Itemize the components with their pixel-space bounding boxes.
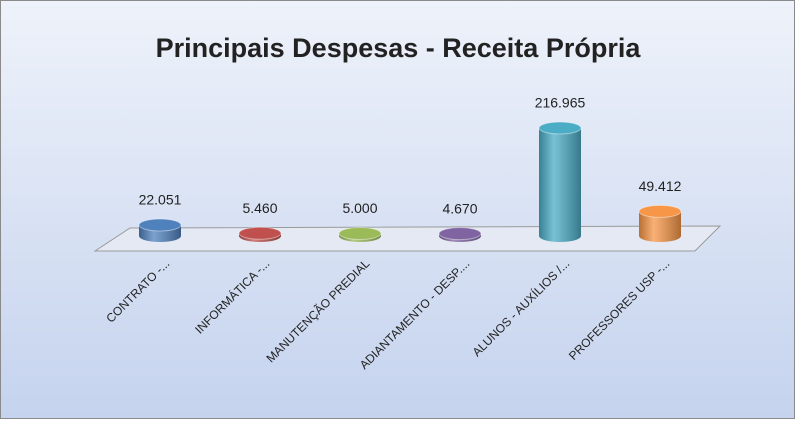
bar-shade bbox=[539, 128, 581, 242]
data-label: 5.000 bbox=[342, 200, 377, 216]
data-label: 49.412 bbox=[639, 178, 682, 194]
bar-shade bbox=[139, 225, 181, 242]
bar-top bbox=[138, 218, 182, 232]
data-label: 5.460 bbox=[242, 200, 277, 216]
bar-shade bbox=[239, 233, 281, 242]
bar-top bbox=[238, 226, 282, 240]
floor bbox=[93, 225, 722, 252]
bar-shade bbox=[339, 233, 381, 242]
bar-shade bbox=[639, 211, 681, 242]
data-label: 22.051 bbox=[139, 192, 182, 208]
bar-top bbox=[538, 121, 582, 135]
data-label: 216.965 bbox=[535, 95, 586, 111]
chart-title: Principais Despesas - Receita Própria bbox=[156, 33, 642, 63]
data-label: 4.670 bbox=[442, 200, 477, 216]
bar-top bbox=[638, 204, 682, 218]
bar-top bbox=[438, 227, 482, 241]
bar-shade bbox=[439, 233, 481, 242]
bar-top bbox=[338, 227, 382, 241]
